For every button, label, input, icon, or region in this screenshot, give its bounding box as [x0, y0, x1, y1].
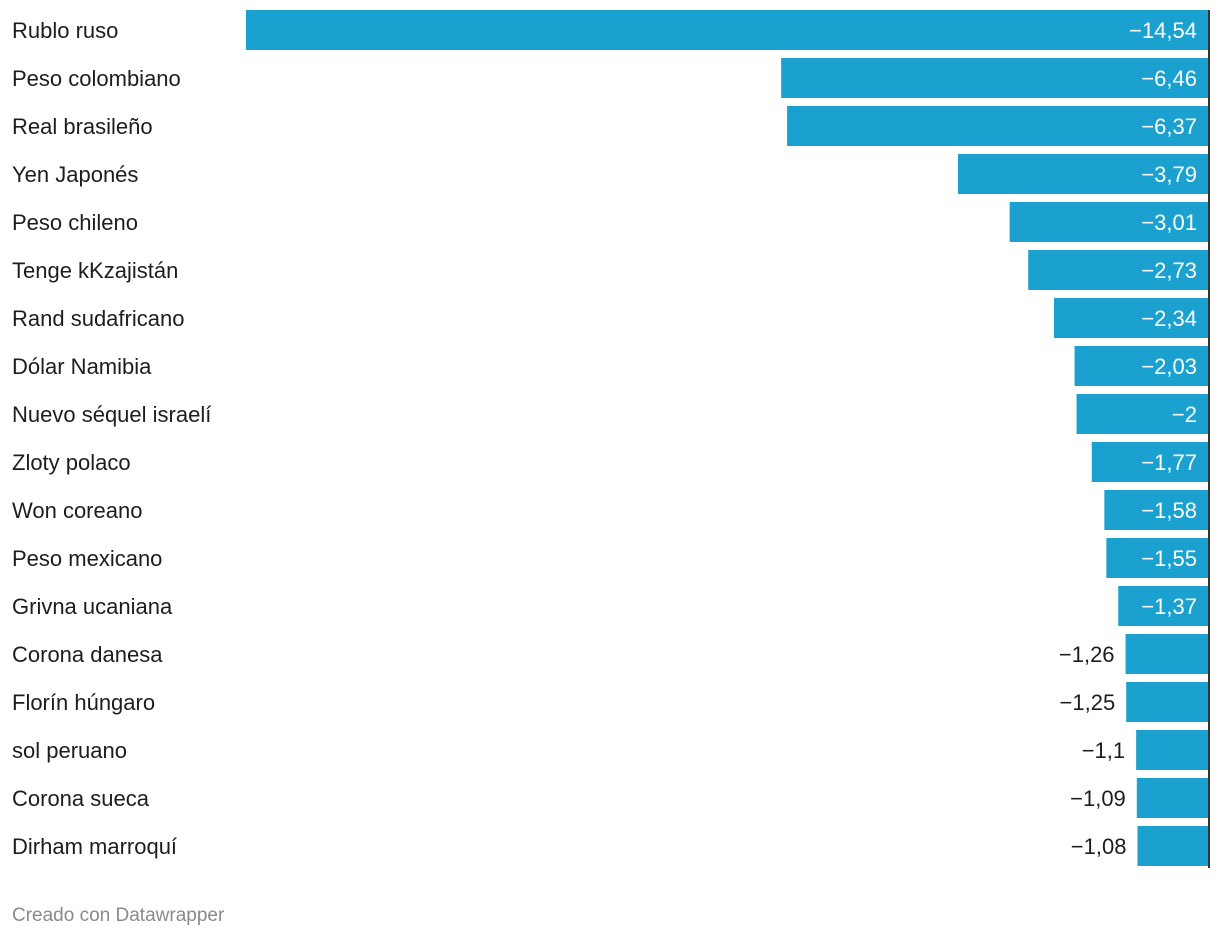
category-label: Corona danesa: [12, 642, 163, 667]
category-label: Corona sueca: [12, 786, 150, 811]
bar: [1136, 730, 1209, 770]
bar: [1137, 826, 1209, 866]
value-label: −1,37: [1141, 594, 1197, 619]
category-label: sol peruano: [12, 738, 127, 763]
value-label: −1,25: [1060, 690, 1116, 715]
value-label: −3,79: [1141, 162, 1197, 187]
value-label: −2,73: [1141, 258, 1197, 283]
category-label: Real brasileño: [12, 114, 153, 139]
bar: [781, 58, 1209, 98]
category-label: Yen Japonés: [12, 162, 138, 187]
chart-credit: Creado con Datawrapper: [12, 905, 225, 926]
value-label: −2: [1172, 402, 1197, 427]
bar: [1104, 490, 1209, 530]
bar: [1076, 394, 1209, 434]
value-label: −1,77: [1141, 450, 1197, 475]
category-label: Zloty polaco: [12, 450, 131, 475]
bar: [1054, 298, 1209, 338]
bar: [787, 106, 1209, 146]
bar: [1125, 634, 1209, 674]
category-label: Peso mexicano: [12, 546, 162, 571]
category-label: Tenge kKzajistán: [12, 258, 178, 283]
value-label: −1,1: [1082, 738, 1125, 763]
category-label: Nuevo séquel israelí: [12, 402, 211, 427]
category-label: Dirham marroquí: [12, 834, 177, 859]
value-label: −1,08: [1071, 834, 1127, 859]
value-label: −14,54: [1129, 18, 1197, 43]
category-label: Grivna ucaniana: [12, 594, 173, 619]
bar: [1126, 682, 1209, 722]
category-label: Won coreano: [12, 498, 142, 523]
bar-chart: Rublo ruso −14,54 Peso colombiano −6,46 Real…: [12, 10, 1210, 868]
bar: [1009, 202, 1209, 242]
category-label: Peso colombiano: [12, 66, 181, 91]
category-label: Dólar Namibia: [12, 354, 152, 379]
category-label: Rublo ruso: [12, 18, 118, 43]
value-label: −1,09: [1070, 786, 1126, 811]
value-label: −1,55: [1141, 546, 1197, 571]
value-label: −6,46: [1141, 66, 1197, 91]
bar: [1136, 778, 1209, 818]
value-label: −2,03: [1141, 354, 1197, 379]
bar: [246, 10, 1209, 50]
category-label: Rand sudafricano: [12, 306, 184, 331]
category-label: Florín húngaro: [12, 690, 155, 715]
value-label: −6,37: [1141, 114, 1197, 139]
value-label: −1,26: [1059, 642, 1115, 667]
value-label: −2,34: [1141, 306, 1197, 331]
value-label: −3,01: [1141, 210, 1197, 235]
bar: [1074, 346, 1209, 386]
bar: [957, 154, 1209, 194]
category-label: Peso chileno: [12, 210, 138, 235]
value-label: −1,58: [1141, 498, 1197, 523]
bar: [1091, 442, 1209, 482]
bar: [1118, 586, 1209, 626]
bar: [1106, 538, 1209, 578]
bar: [1028, 250, 1209, 290]
